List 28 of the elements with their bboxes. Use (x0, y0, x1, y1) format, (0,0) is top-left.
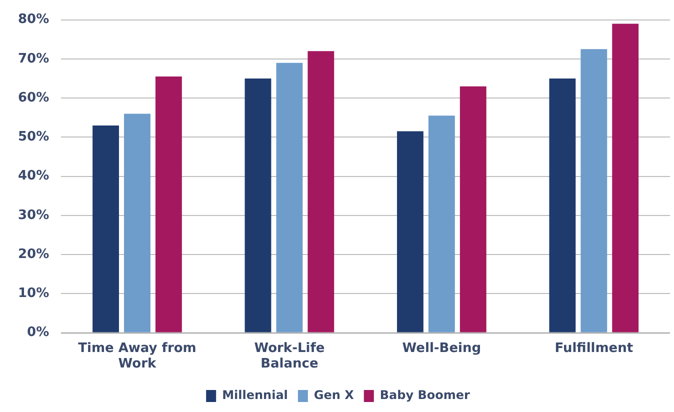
y-tick-label: 50% (18, 130, 50, 145)
y-tick-label: 20% (18, 246, 50, 262)
y-tick-label: 40% (18, 168, 50, 184)
bar (276, 62, 303, 332)
bar (124, 114, 150, 332)
bar (396, 131, 424, 332)
bar (580, 49, 608, 332)
bar (549, 78, 576, 332)
y-tick-label: 80% (18, 12, 50, 28)
x-tick-label: Well-Being (402, 340, 482, 356)
y-tick-label: 60% (18, 90, 50, 106)
bar (612, 24, 639, 332)
y-tick-label: 0% (27, 325, 50, 340)
bar (92, 125, 119, 332)
legend-label: Baby Boomer (380, 388, 470, 402)
bar (308, 51, 334, 332)
y-tick-label: 30% (18, 208, 50, 223)
y-tick-label: 70% (18, 51, 50, 66)
y-tick-label: 10% (18, 286, 50, 302)
bar (428, 116, 455, 332)
legend-label: Gen X (314, 388, 355, 402)
x-tick-label: Fulfillment (554, 340, 634, 356)
bar (244, 78, 272, 332)
x-tick-label: Work-Life Balance (254, 340, 325, 372)
legend-label: Millennial (222, 388, 288, 402)
bar (155, 76, 182, 332)
x-tick-label: Time Away from Work (78, 340, 196, 372)
bar (460, 86, 486, 332)
